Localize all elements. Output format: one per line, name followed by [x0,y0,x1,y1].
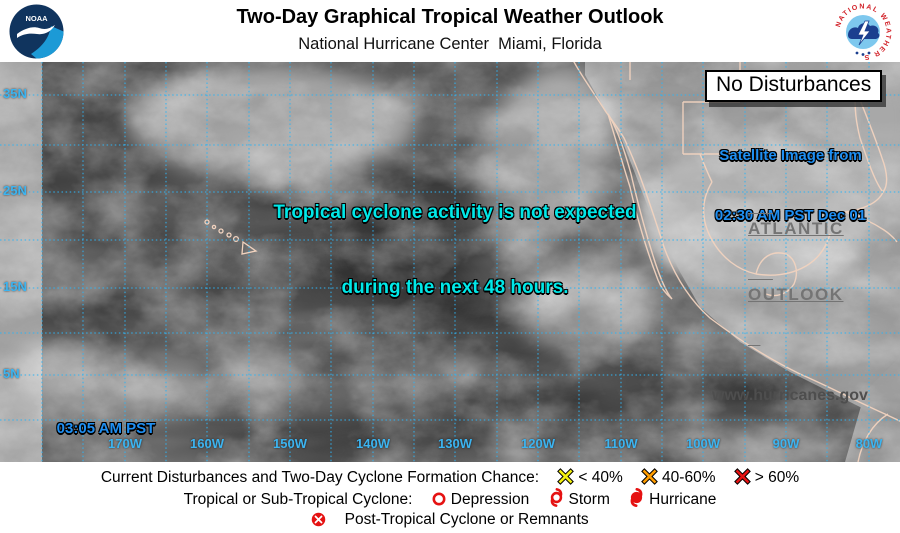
status-box: No Disturbances [705,70,883,102]
legend-cyclone-types-label: Tropical or Sub-Tropical Cyclone: [183,491,413,508]
legend-formation-chance-label: Current Disturbances and Two-Day Cyclone… [100,469,540,486]
lon-label-100w: 100W [686,436,720,451]
lon-label-120w: 120W [521,436,555,451]
hawaii-islands [204,219,258,255]
x-mark-high-icon [733,468,751,485]
page-subtitle: National Hurricane Center Miami, Florida [298,35,602,53]
outlook-message-line2: during the next 48 hours. [341,277,569,298]
legend-post-tropical-label: Post-Tropical Cyclone or Remnants [344,511,589,528]
hurricane-swirl-icon [628,488,645,507]
header: NOAA Two-Day Graphical Tropical Weather … [0,0,900,62]
lon-label-80w: 80W [855,436,883,451]
post-tropical-circle-x-icon [311,512,326,527]
legend-chance-high-label: > 60% [754,469,800,486]
legend-row-post-tropical: Post-Tropical Cyclone or Remnants [0,509,900,530]
lon-label-90w: 90W [772,436,800,451]
legend-storm-label: Storm [568,491,610,508]
lon-label-160w: 160W [190,436,224,451]
atlantic-outlook-link[interactable]: ATLANTIC OUTLOOK [748,174,858,350]
legend-row-cyclone-types: Tropical or Sub-Tropical Cyclone: Depres… [0,488,900,509]
noaa-logo-text: NOAA [25,14,48,23]
nws-logo[interactable]: NATIONAL WEATHER SERVICE [831,0,892,61]
lon-label-140w: 140W [356,436,390,451]
lon-label-110w: 110W [604,436,638,451]
lat-label-25n: 25N [3,183,27,198]
legend-chance-medium-label: 40-60% [662,469,716,486]
satellite-caption-line2: 02:30 AM PST Dec 01 [714,207,867,224]
lon-label-150w: 150W [273,436,307,451]
legend: Current Disturbances and Two-Day Cyclone… [0,462,900,533]
lon-label-130w: 130W [438,436,472,451]
issuance-time: 03:05 AM PST [56,420,156,437]
lat-label-35n: 35N [3,86,27,101]
satellite-caption-line1: Satellite Image from [719,147,862,164]
atlantic-outlook-link-line1: ATLANTIC [748,219,844,238]
x-mark-medium-icon [641,468,658,485]
depression-circle-icon [431,491,447,507]
legend-depression-label: Depression [450,491,530,508]
atlantic-outlook-link-line2: OUTLOOK [748,285,844,304]
website-link[interactable]: www.hurricanes.gov [712,387,868,404]
cloud-noise-streaks [0,62,900,462]
nws-logo-stars [855,51,871,56]
satellite-imagery [0,62,900,462]
legend-chance-low-label: < 40% [578,469,623,486]
lat-label-15n: 15N [3,279,27,294]
storm-swirl-icon [548,488,565,507]
outlook-message: Tropical cyclone activity is not expecte… [205,150,705,350]
coastlines [573,62,900,462]
satellite-map: No Disturbances Satellite Image from 02:… [0,62,900,462]
page-title: Two-Day Graphical Tropical Weather Outlo… [236,6,664,28]
outlook-message-line1: Tropical cyclone activity is not expecte… [273,202,637,223]
noaa-logo[interactable]: NOAA [9,4,64,59]
legend-hurricane-label: Hurricane [649,491,717,508]
satellite-caption: Satellite Image from 02:30 AM PST Dec 01 [688,106,893,266]
issuance-timestamp: 03:05 AM PST Mon Dec 01 2025 [25,376,187,462]
lat-label-5n: 5N [3,366,20,381]
x-mark-low-icon [557,468,575,485]
legend-row-formation-chance: Current Disturbances and Two-Day Cyclone… [0,467,900,488]
lon-label-170w: 170W [108,436,142,451]
